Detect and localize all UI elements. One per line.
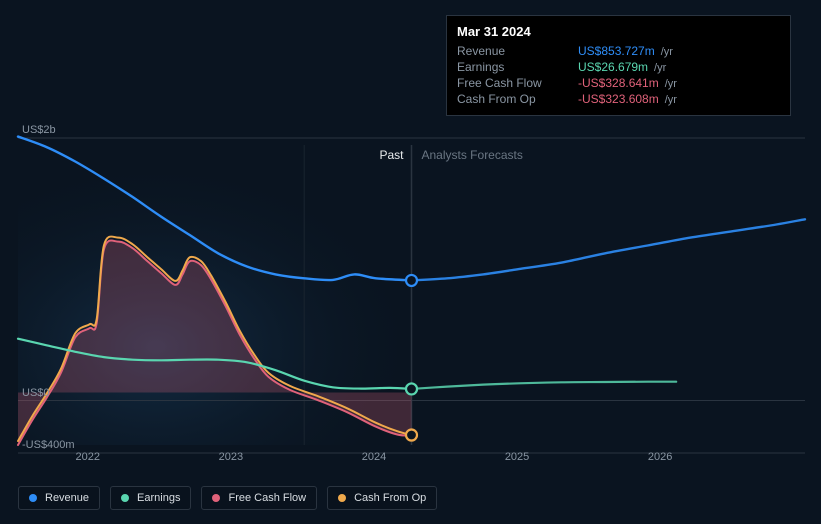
tooltip-label: Free Cash Flow bbox=[457, 76, 572, 90]
y-axis-label: US$0 bbox=[22, 387, 50, 399]
tooltip-label: Cash From Op bbox=[457, 92, 572, 106]
legend-label: Cash From Op bbox=[354, 492, 426, 504]
financial-chart: Mar 31 2024 RevenueUS$853.727m/yrEarning… bbox=[0, 0, 821, 524]
legend-dot-icon bbox=[338, 494, 346, 502]
tooltip-value: -US$328.641m bbox=[578, 76, 659, 90]
legend-item[interactable]: Earnings bbox=[110, 486, 191, 510]
legend-label: Free Cash Flow bbox=[228, 492, 306, 504]
x-axis-label: 2024 bbox=[362, 451, 386, 463]
legend-item[interactable]: Free Cash Flow bbox=[201, 486, 317, 510]
tooltip-value: US$26.679m bbox=[578, 60, 648, 74]
tooltip-unit: /yr bbox=[665, 94, 677, 106]
forecast-section-label: Analysts Forecasts bbox=[422, 148, 523, 162]
legend-dot-icon bbox=[29, 494, 37, 502]
tooltip-unit: /yr bbox=[654, 62, 666, 74]
tooltip-row: Cash From Op -US$323.608m/yr bbox=[457, 91, 780, 107]
x-axis-label: 2023 bbox=[219, 451, 243, 463]
x-axis-label: 2025 bbox=[505, 451, 529, 463]
tooltip-unit: /yr bbox=[665, 78, 677, 90]
tooltip-label: Revenue bbox=[457, 44, 572, 58]
tooltip-value: -US$323.608m bbox=[578, 92, 659, 106]
tooltip-label: Earnings bbox=[457, 60, 572, 74]
y-axis-label: -US$400m bbox=[22, 439, 75, 451]
tooltip-date: Mar 31 2024 bbox=[457, 24, 780, 39]
tooltip-value: US$853.727m bbox=[578, 44, 655, 58]
tooltip-row: Earnings US$26.679m/yr bbox=[457, 59, 780, 75]
chart-legend: Revenue Earnings Free Cash Flow Cash From O… bbox=[18, 486, 437, 510]
legend-item[interactable]: Cash From Op bbox=[327, 486, 437, 510]
tooltip-row: Free Cash Flow -US$328.641m/yr bbox=[457, 75, 780, 91]
legend-label: Earnings bbox=[137, 492, 180, 504]
past-section-label: Past bbox=[380, 148, 404, 162]
legend-dot-icon bbox=[121, 494, 129, 502]
chart-tooltip: Mar 31 2024 RevenueUS$853.727m/yrEarning… bbox=[446, 15, 791, 116]
legend-item[interactable]: Revenue bbox=[18, 486, 100, 510]
legend-label: Revenue bbox=[45, 492, 89, 504]
tooltip-row: Revenue US$853.727m/yr bbox=[457, 43, 780, 59]
legend-dot-icon bbox=[212, 494, 220, 502]
x-axis-label: 2022 bbox=[76, 451, 100, 463]
y-axis-label: US$2b bbox=[22, 124, 56, 136]
tooltip-unit: /yr bbox=[661, 46, 673, 58]
x-axis-label: 2026 bbox=[648, 451, 672, 463]
